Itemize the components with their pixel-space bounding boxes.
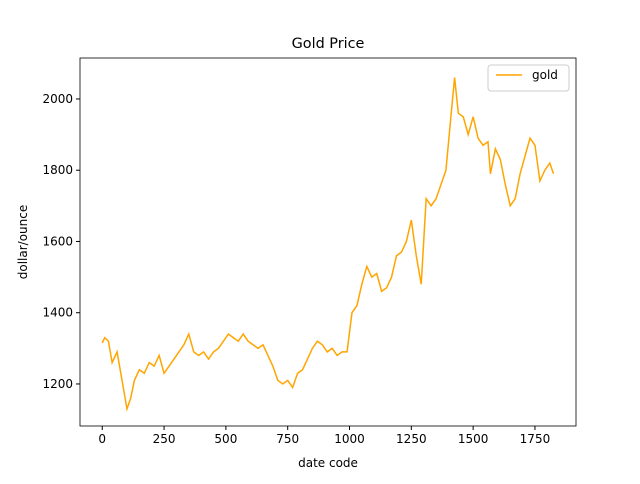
x-tick-label: 1750 — [520, 432, 551, 446]
x-tick-label: 750 — [276, 432, 299, 446]
data-line — [101, 77, 555, 412]
chart-title: Gold Price — [292, 36, 365, 52]
legend: gold — [487, 64, 570, 92]
y-tick-label: 1800 — [42, 163, 73, 177]
y-tick-label: 1400 — [42, 306, 73, 320]
x-tick-label: 500 — [214, 432, 237, 446]
x-tick-label: 1250 — [396, 432, 427, 446]
x-tick-label: 250 — [153, 432, 176, 446]
legend-label: gold — [532, 68, 558, 82]
legend-box — [487, 64, 570, 92]
plot-frame — [79, 57, 577, 427]
x-tick-label: 1500 — [458, 432, 489, 446]
x-tick-label: 1000 — [334, 432, 365, 446]
y-tick-label: 2000 — [42, 92, 73, 106]
y-tick-label: 1600 — [42, 234, 73, 248]
x-tick-label: 0 — [98, 432, 106, 446]
y-axis-label: dollar/ounce — [16, 205, 30, 280]
x-axis-label: date code — [298, 456, 358, 470]
y-tick-label: 1200 — [42, 377, 73, 391]
